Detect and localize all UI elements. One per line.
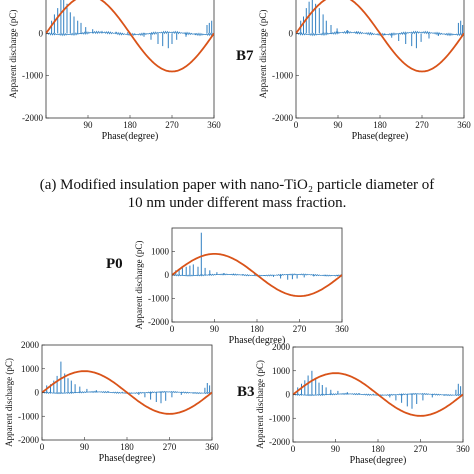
x-tick-label: 180	[371, 444, 385, 454]
x-tick-label: 180	[120, 442, 134, 452]
voltage-sine-line	[293, 372, 463, 417]
panel-label: B3	[237, 384, 255, 400]
plot-frame	[295, 0, 465, 119]
x-tick-label: 270	[414, 444, 428, 454]
plot-area	[42, 361, 212, 415]
y-tick-label: 0	[165, 270, 170, 280]
x-tick-label: 90	[210, 324, 220, 334]
y-tick-label: 0	[289, 28, 294, 38]
chart-bottom-right: 0 90 180 270 360 -2000 -1000 0 1000 2000 Phase(deg…	[237, 342, 470, 466]
y-tick-label: -1000	[269, 413, 290, 423]
y-tick-label: -2000	[148, 317, 169, 327]
x-tick-label: 360	[335, 324, 349, 334]
y-tick-label: -2000	[18, 435, 39, 445]
x-tick-label: 360	[457, 120, 471, 130]
y-tick-label: 1000	[272, 366, 291, 376]
x-axis-label: Phase(degree)	[350, 455, 407, 466]
x-tick-label: 90	[334, 120, 344, 130]
x-tick-label: 90	[84, 120, 94, 130]
y-axis-label: Apparent discharge (pC)	[258, 10, 268, 99]
chart-top-left: 90 180 270 360 -2000 -1000 0 Phase(degree) Appar…	[8, 0, 221, 142]
y-tick-label: -1000	[22, 71, 43, 81]
voltage-sine-line	[296, 0, 464, 73]
y-tick-label: -2000	[22, 113, 43, 123]
x-tick-label: 180	[250, 324, 264, 334]
y-tick-label: -1000	[272, 71, 293, 81]
voltage-sine-line	[172, 253, 342, 297]
x-tick-label: 270	[415, 120, 429, 130]
x-tick-label: 180	[123, 120, 137, 130]
voltage-sine-line	[42, 370, 212, 415]
discharge-baseline	[296, 30, 464, 37]
x-tick-label: 180	[373, 120, 387, 130]
y-tick-label: 0	[286, 390, 291, 400]
y-tick-label: 2000	[272, 342, 291, 352]
x-tick-label: 360	[205, 442, 219, 452]
y-tick-label: -1000	[148, 294, 169, 304]
x-axis-label: Phase(degree)	[102, 131, 159, 142]
x-tick-label: 0	[291, 444, 296, 454]
x-axis-label: Phase(degree)	[229, 335, 286, 346]
y-axis-label: Apparent discharge (pC)	[255, 360, 265, 449]
panel-label: B7	[236, 48, 254, 64]
x-axis-label: Phase(degree)	[352, 131, 409, 142]
x-tick-label: 90	[80, 442, 90, 452]
x-tick-label: 360	[456, 444, 470, 454]
y-tick-label: 1000	[151, 247, 170, 257]
plot-area	[46, 0, 214, 73]
panel-label: P0	[106, 256, 123, 272]
y-axis-label: Apparent discharge (pC)	[4, 358, 14, 447]
x-tick-label: 90	[331, 444, 341, 454]
y-tick-label: 2000	[21, 340, 40, 350]
x-tick-label: 0	[40, 442, 45, 452]
y-axis-label: Apparent discharge (pC)	[134, 241, 144, 330]
y-axis-label: Apparent discharge (pC)	[8, 10, 18, 99]
y-tick-label: -2000	[272, 113, 293, 123]
plot-area	[293, 370, 463, 417]
caption-line-1: (a) Modified insulation paper with nano-…	[39, 177, 435, 193]
x-tick-label: 270	[165, 120, 179, 130]
y-tick-label: 0	[35, 388, 40, 398]
x-tick-label: 360	[207, 120, 221, 130]
y-tick-label: -2000	[269, 437, 290, 447]
x-tick-label: 270	[163, 442, 177, 452]
caption-line-2: 10 nm under different mass fraction.	[127, 195, 347, 211]
plot-area	[172, 232, 342, 297]
x-axis-label: Phase(degree)	[99, 453, 156, 464]
x-tick-label: 0	[170, 324, 175, 334]
y-tick-label: 0	[39, 28, 44, 38]
plot-frame	[45, 0, 215, 119]
x-tick-label: 270	[293, 324, 307, 334]
x-tick-label: 0	[294, 120, 299, 130]
voltage-sine-line	[46, 0, 214, 73]
chart-bottom-left: 0 90 180 270 360 -2000 -1000 0 1000 2000 Phase(deg…	[4, 340, 219, 464]
chart-middle: 0 90 180 270 360 -2000 -1000 0 1000 Phase(degree)…	[106, 227, 349, 346]
chart-top-right: 0 90 180 270 360 -2000 -1000 0 Phase(degree) Appa…	[236, 0, 471, 142]
plot-area	[296, 0, 464, 73]
y-tick-label: 1000	[21, 364, 40, 374]
y-tick-label: -1000	[18, 411, 39, 421]
